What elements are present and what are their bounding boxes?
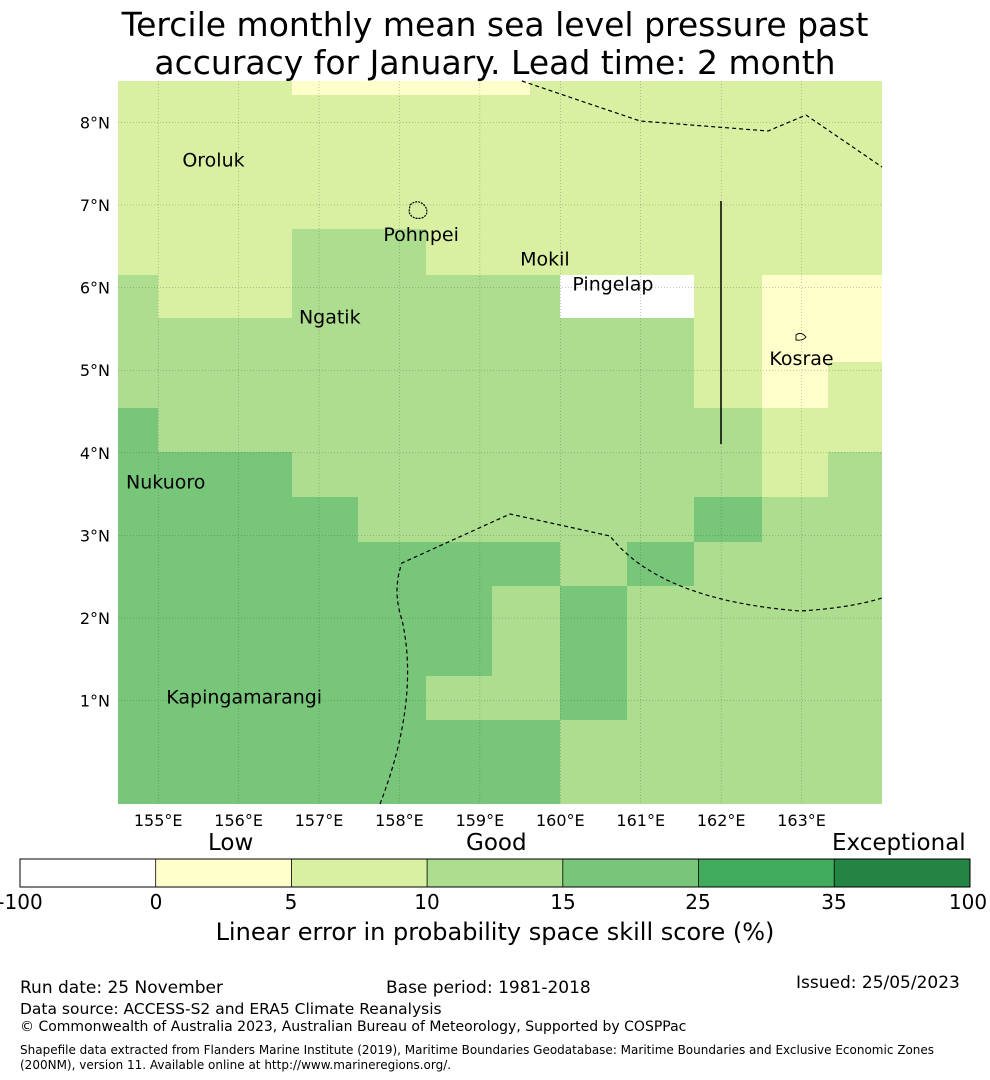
skill-cell [118,275,158,408]
skill-cell [762,452,828,497]
base-period: Base period: 1981-2018 [386,978,591,998]
skill-cell [694,497,762,542]
colorbar-segment [155,859,292,887]
skill-cell [158,318,292,452]
lon-tick-label: 161°E [616,811,665,830]
lat-tick-label: 3°N [80,526,110,545]
skill-cell [560,318,694,452]
place-label: Pohnpei [383,224,459,246]
data-source: Data source: ACCESS-S2 and ERA5 Climate … [20,1000,442,1018]
place-label: Kosrae [769,348,833,370]
skill-cell [694,542,762,804]
skill-cell [118,452,292,804]
lon-tick-label: 159°E [456,811,505,830]
place-label: Kapingamarangi [166,687,322,709]
shapefile-credit: Shapefile data extracted from Flanders M… [20,1043,935,1072]
lat-tick-label: 7°N [80,196,110,215]
colorbar-tick: 15 [550,890,576,914]
skill-cell [694,275,762,408]
skill-cell [426,676,560,720]
colorbar-tick: 35 [821,890,847,914]
skill-cell [560,542,627,586]
skill-cell [627,586,694,804]
lat-tick-label: 1°N [80,692,110,711]
place-label: Mokil [520,249,570,271]
eez-boundary-south [379,513,883,805]
lon-tick-label: 156°E [214,811,263,830]
place-label: Pingelap [572,273,653,295]
eez-boundary-north [521,80,883,168]
colorbar-segment [698,859,835,887]
legend-label-exceptional: Exceptional [832,830,966,856]
skill-cell [694,408,762,452]
skill-cell [627,542,694,586]
skill-cell [292,497,358,804]
lat-tick-label: 5°N [80,361,110,380]
colorbar-label: Linear error in probability space skill … [215,918,775,946]
lon-tick-label: 160°E [536,811,585,830]
lon-tick-label: 155°E [134,811,183,830]
colorbar-segment [427,859,563,887]
colorbar-frame [19,858,971,888]
skill-cell [292,81,530,95]
lat-tick-label: 4°N [80,444,110,463]
skill-cell [762,497,882,804]
run-date: Run date: 25 November [20,978,223,998]
colorbar-segment [834,859,970,887]
skill-cell [118,408,158,452]
skill-cell [560,720,627,804]
place-label: Ngatik [299,306,361,328]
colorbar-tick: 10 [414,890,440,914]
title-line-2: accuracy for January. Lead time: 2 month [154,43,836,82]
colorbar-tick: 100 [948,890,988,914]
skill-cell [426,275,560,318]
title-line-1: Tercile monthly mean sea level pressure … [121,5,869,44]
skill-cell [358,497,694,542]
colorbar-segment [291,859,428,887]
place-label: Nukuoro [126,472,205,494]
legend-label-low: Low [208,830,254,856]
skill-cell [292,452,762,497]
legend-label-good: Good [466,830,527,856]
lon-tick-label: 163°E [777,811,826,830]
skill-cell [560,586,627,720]
skill-cell [492,586,560,676]
lat-tick-label: 6°N [80,279,110,298]
copyright: © Commonwealth of Australia 2023, Austra… [20,1019,687,1035]
kosrae-island-outline [795,332,807,341]
lat-tick-label: 8°N [80,113,110,132]
chart-title: Tercile monthly mean sea level pressure … [0,6,990,82]
lon-tick-label: 157°E [295,811,344,830]
pohnpei-island-outline [408,201,428,219]
lon-tick-label: 158°E [375,811,424,830]
issued-date: Issued: 25/05/2023 [796,973,960,993]
skill-cell [828,452,882,497]
lon-tick-label: 162°E [697,811,746,830]
lat-tick-label: 2°N [80,609,110,628]
skill-cell [762,275,882,362]
place-label: Oroluk [182,149,244,171]
colorbar-segment [562,859,699,887]
colorbar-tick: 25 [685,890,711,914]
colorbar-segment [20,859,156,887]
colorbar-tick: 5 [284,890,298,914]
colorbar-tick: 0 [149,890,163,914]
skill-cell [158,229,292,318]
colorbar-tick: -100 [0,890,43,914]
skill-cell [292,229,426,318]
skill-cell [762,362,828,408]
colorbar [19,858,971,888]
